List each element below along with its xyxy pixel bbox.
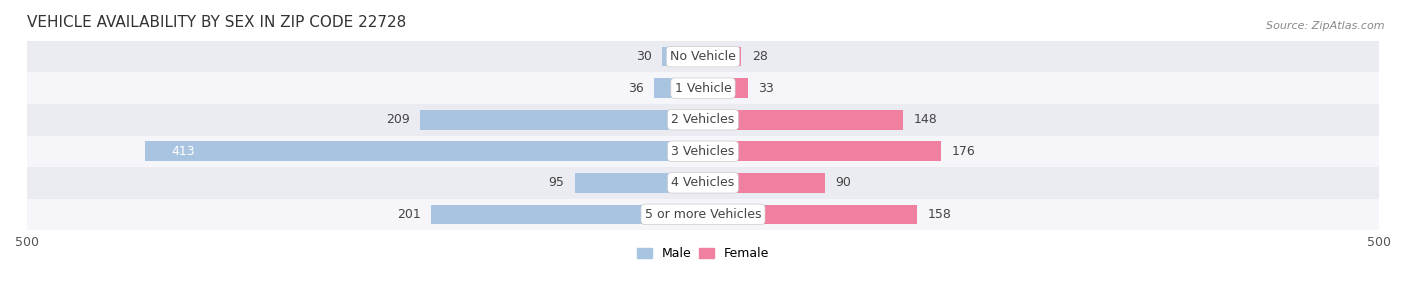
Bar <box>703 173 825 192</box>
Text: 90: 90 <box>835 176 852 189</box>
Text: 36: 36 <box>627 82 644 95</box>
Legend: Male, Female: Male, Female <box>631 242 775 266</box>
Bar <box>703 205 917 224</box>
Text: 201: 201 <box>396 208 420 221</box>
Bar <box>27 199 1379 230</box>
Bar <box>703 47 741 66</box>
Text: 413: 413 <box>172 145 195 158</box>
Text: Source: ZipAtlas.com: Source: ZipAtlas.com <box>1267 21 1385 32</box>
Bar <box>27 167 1379 199</box>
Text: 28: 28 <box>752 50 768 63</box>
Bar <box>654 78 703 98</box>
Bar <box>145 141 703 161</box>
Text: 3 Vehicles: 3 Vehicles <box>672 145 734 158</box>
Text: 158: 158 <box>928 208 952 221</box>
Text: 148: 148 <box>914 113 938 126</box>
Bar <box>662 47 703 66</box>
Bar <box>420 110 703 129</box>
Text: 2 Vehicles: 2 Vehicles <box>672 113 734 126</box>
Text: VEHICLE AVAILABILITY BY SEX IN ZIP CODE 22728: VEHICLE AVAILABILITY BY SEX IN ZIP CODE … <box>27 15 406 30</box>
Bar <box>575 173 703 192</box>
Bar <box>432 205 703 224</box>
Text: 209: 209 <box>385 113 409 126</box>
Text: 5 or more Vehicles: 5 or more Vehicles <box>645 208 761 221</box>
Bar <box>703 110 903 129</box>
Text: 33: 33 <box>758 82 775 95</box>
Text: 1 Vehicle: 1 Vehicle <box>675 82 731 95</box>
Text: 4 Vehicles: 4 Vehicles <box>672 176 734 189</box>
Text: No Vehicle: No Vehicle <box>671 50 735 63</box>
Bar <box>27 41 1379 73</box>
Text: 176: 176 <box>952 145 976 158</box>
Bar <box>703 141 941 161</box>
Text: 30: 30 <box>636 50 651 63</box>
Bar <box>27 104 1379 136</box>
Text: 95: 95 <box>548 176 564 189</box>
Bar <box>703 78 748 98</box>
Bar <box>27 73 1379 104</box>
Bar <box>27 136 1379 167</box>
